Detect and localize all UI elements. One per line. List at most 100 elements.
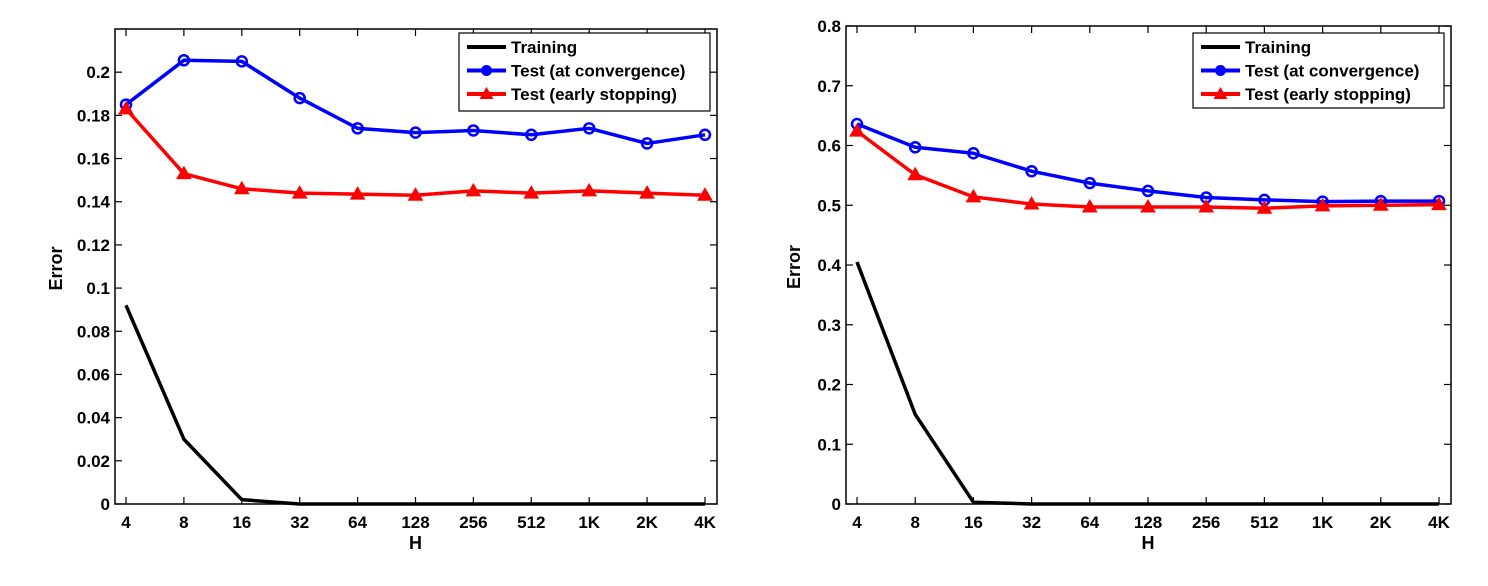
- series-line: [855, 261, 1439, 506]
- y-axis-label: Error: [784, 245, 804, 289]
- data-point-triangle: [849, 123, 865, 137]
- data-point-circle: [640, 137, 654, 150]
- chart-left: 4 8 16 32 64 128 256 512 1K 2K 4K 0 0.02 0.04 0.06 0.08…: [46, 28, 718, 553]
- x-axis-label: H: [409, 533, 422, 553]
- y-tick-label: 0: [832, 495, 841, 514]
- x-tick-label: 4: [121, 513, 131, 532]
- legend-marker-triangle: [1213, 87, 1228, 99]
- data-point-triangle: [1256, 200, 1273, 214]
- data-point-triangle: [697, 187, 713, 201]
- y-tick-label: 0.06: [77, 365, 110, 384]
- y-tick-label: 0.14: [77, 193, 111, 212]
- data-point-circle: [967, 147, 980, 160]
- data-point-triangle: [639, 185, 655, 199]
- chart-right: 4 8 16 32 64 128 256 512 1K 2K 4K 0 0.1 0.2 0.3 0.4 0.5 0…: [784, 17, 1452, 553]
- x-tick-label: 256: [1192, 513, 1220, 532]
- data-point-circle: [467, 124, 480, 137]
- data-point-triangle: [407, 187, 424, 201]
- y-tick-label: 0.3: [817, 316, 841, 335]
- series-line: [124, 58, 706, 146]
- legend-label: Training: [1245, 38, 1311, 57]
- x-tick-label: 128: [401, 513, 429, 532]
- x-tick-label: 2K: [636, 513, 658, 532]
- data-point-circle: [698, 128, 712, 142]
- y-tick-label: 0.8: [817, 17, 841, 36]
- data-point-triangle: [349, 186, 366, 200]
- legend-marker-circle: [481, 65, 492, 76]
- x-tick-label: 2K: [1370, 513, 1392, 532]
- data-point-triangle: [523, 185, 540, 199]
- legend-marker-circle: [1215, 65, 1226, 76]
- legend-label: Test (early stopping): [1245, 85, 1411, 104]
- data-point-triangle: [1431, 196, 1447, 211]
- series-test-early-stopping: [118, 100, 713, 201]
- y-tick-label: 0.12: [77, 236, 110, 255]
- x-axis-label: H: [1142, 533, 1155, 553]
- x-tick-label: 16: [232, 513, 251, 532]
- series-line: [124, 107, 706, 197]
- legend: Training Test (at convergence) Test (early…: [458, 32, 711, 112]
- data-point-triangle: [465, 182, 482, 197]
- data-point-triangle: [291, 185, 308, 199]
- y-tick-label: 0.5: [817, 196, 841, 215]
- legend-label: Training: [511, 38, 577, 57]
- series-training: [124, 304, 705, 506]
- data-point-triangle: [1198, 199, 1215, 213]
- data-point-circle: [525, 128, 538, 142]
- series-training: [855, 261, 1439, 506]
- y-tick-label: 0.16: [77, 150, 110, 169]
- data-point-circle: [293, 91, 306, 105]
- y-tick-label: 0.1: [86, 279, 110, 298]
- legend-marker-triangle: [479, 87, 494, 99]
- data-point-circle: [351, 122, 364, 135]
- data-point-circle: [409, 126, 422, 139]
- data-point-triangle: [1140, 199, 1156, 213]
- data-point-triangle: [1372, 197, 1389, 211]
- data-point-circle: [582, 122, 596, 135]
- data-point-triangle: [1081, 199, 1098, 213]
- x-tick-label: 4: [852, 513, 862, 532]
- legend: Training Test (at convergence) Test (early…: [1192, 32, 1445, 109]
- x-tick-label: 1K: [578, 513, 600, 532]
- data-point-circle: [908, 141, 922, 154]
- legend-label: Test (early stopping): [511, 85, 677, 104]
- data-point-circle: [1025, 164, 1038, 178]
- data-point-triangle: [581, 182, 598, 197]
- x-tick-label: 4K: [1428, 513, 1450, 532]
- y-tick-label: 0.1: [817, 435, 841, 454]
- data-point-triangle: [965, 188, 982, 203]
- x-tick-label: 512: [1250, 513, 1278, 532]
- x-tick-label: 8: [910, 513, 919, 532]
- x-tick-label: 4K: [694, 513, 716, 532]
- y-tick-label: 0.4: [817, 256, 841, 275]
- y-tick-label: 0.08: [77, 322, 110, 341]
- data-point-triangle: [1023, 196, 1040, 210]
- data-point-triangle: [1314, 197, 1331, 212]
- y-tick-label: 0.2: [86, 63, 110, 82]
- x-tick-label: 1K: [1312, 513, 1334, 532]
- data-point-circle: [235, 55, 249, 68]
- y-tick-label: 0.2: [817, 376, 841, 395]
- x-tick-label: 32: [1022, 513, 1041, 532]
- x-tick-label: 16: [964, 513, 983, 532]
- x-tick-label: 512: [517, 513, 545, 532]
- series-line: [856, 122, 1439, 204]
- y-tick-label: 0.6: [817, 137, 841, 156]
- series-line: [124, 304, 705, 506]
- series-test-early-stopping: [849, 123, 1447, 214]
- y-tick-label: 0.02: [77, 452, 110, 471]
- x-tick-label: 256: [459, 513, 487, 532]
- x-tick-label: 32: [290, 513, 309, 532]
- series-test-at-convergence: [850, 117, 1446, 208]
- y-tick-label: 0.7: [817, 77, 841, 96]
- x-tick-label: 8: [179, 513, 188, 532]
- data-point-triangle: [118, 100, 134, 115]
- y-axis-label: Error: [46, 246, 66, 290]
- data-point-triangle: [907, 166, 924, 181]
- x-tick-label: 64: [348, 513, 367, 532]
- data-point-circle: [1141, 184, 1155, 198]
- x-tick-label: 64: [1080, 513, 1099, 532]
- x-tick-label: 128: [1134, 513, 1162, 532]
- data-point-triangle: [233, 180, 250, 195]
